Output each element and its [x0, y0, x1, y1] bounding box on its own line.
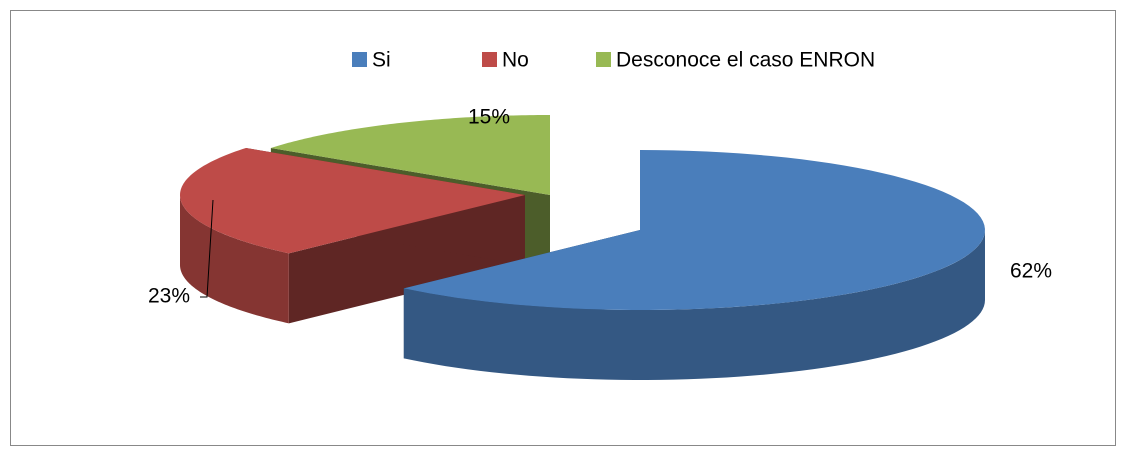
- legend-swatch: [352, 52, 367, 67]
- data-label: 15%: [468, 106, 510, 129]
- slice-top: [270, 115, 550, 195]
- slice-top: [180, 147, 525, 254]
- legend-swatch: [596, 52, 611, 67]
- legend-label: No: [502, 49, 529, 72]
- slice-top: [403, 150, 985, 310]
- data-label: 23%: [148, 285, 190, 308]
- legend-swatch: [482, 52, 497, 67]
- legend-label: Desconoce el caso ENRON: [616, 49, 875, 72]
- legend-label: Si: [372, 49, 391, 72]
- data-label: 62%: [1010, 260, 1052, 283]
- leader-line: [200, 199, 214, 298]
- slice-wall: [403, 230, 985, 380]
